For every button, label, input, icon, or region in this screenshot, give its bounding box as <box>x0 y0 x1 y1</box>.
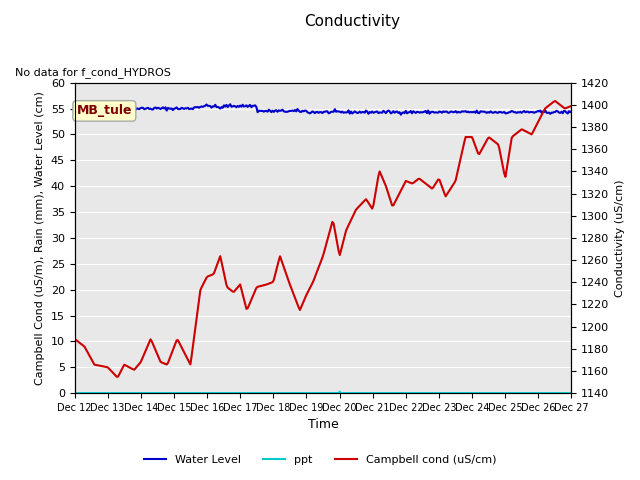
Water Level <box>397 112 404 118</box>
Water Level <box>234 103 241 109</box>
Water Level <box>385 108 392 113</box>
Y-axis label: Campbell Cond (uS/m), Rain (mm), Water Level (cm): Campbell Cond (uS/m), Rain (mm), Water L… <box>35 91 45 385</box>
Y-axis label: Conductivity (uS/cm): Conductivity (uS/cm) <box>615 179 625 297</box>
Text: MB_tule: MB_tule <box>77 105 132 118</box>
Campbell cond (uS/cm) <box>431 182 438 188</box>
ppt <box>431 390 438 396</box>
Water Level <box>432 109 440 115</box>
Water Level <box>435 110 442 116</box>
ppt <box>131 390 138 396</box>
Campbell cond (uS/cm) <box>385 191 392 197</box>
Line: Water Level: Water Level <box>74 104 572 115</box>
Campbell cond (uS/cm) <box>70 336 78 342</box>
ppt <box>385 390 392 396</box>
ppt <box>336 389 344 395</box>
Water Level <box>227 101 234 107</box>
Water Level <box>269 108 276 113</box>
Text: No data for f_cond_HYDROS: No data for f_cond_HYDROS <box>15 67 171 78</box>
Campbell cond (uS/cm) <box>132 365 140 371</box>
Campbell cond (uS/cm) <box>552 98 559 104</box>
ppt <box>433 390 441 396</box>
Water Level <box>131 106 138 111</box>
Water Level <box>568 108 575 114</box>
ppt <box>70 390 78 396</box>
Campbell cond (uS/cm) <box>234 285 241 290</box>
Line: Campbell cond (uS/cm): Campbell cond (uS/cm) <box>74 101 572 377</box>
X-axis label: Time: Time <box>308 419 339 432</box>
Line: ppt: ppt <box>74 392 572 393</box>
ppt <box>268 390 275 396</box>
ppt <box>568 390 575 396</box>
Campbell cond (uS/cm) <box>568 103 575 109</box>
ppt <box>232 390 240 396</box>
Legend: Water Level, ppt, Campbell cond (uS/cm): Water Level, ppt, Campbell cond (uS/cm) <box>140 451 500 469</box>
Campbell cond (uS/cm) <box>269 279 276 285</box>
Text: Conductivity: Conductivity <box>304 14 400 29</box>
Campbell cond (uS/cm) <box>433 179 441 184</box>
Campbell cond (uS/cm) <box>113 374 121 380</box>
Water Level <box>70 105 78 111</box>
